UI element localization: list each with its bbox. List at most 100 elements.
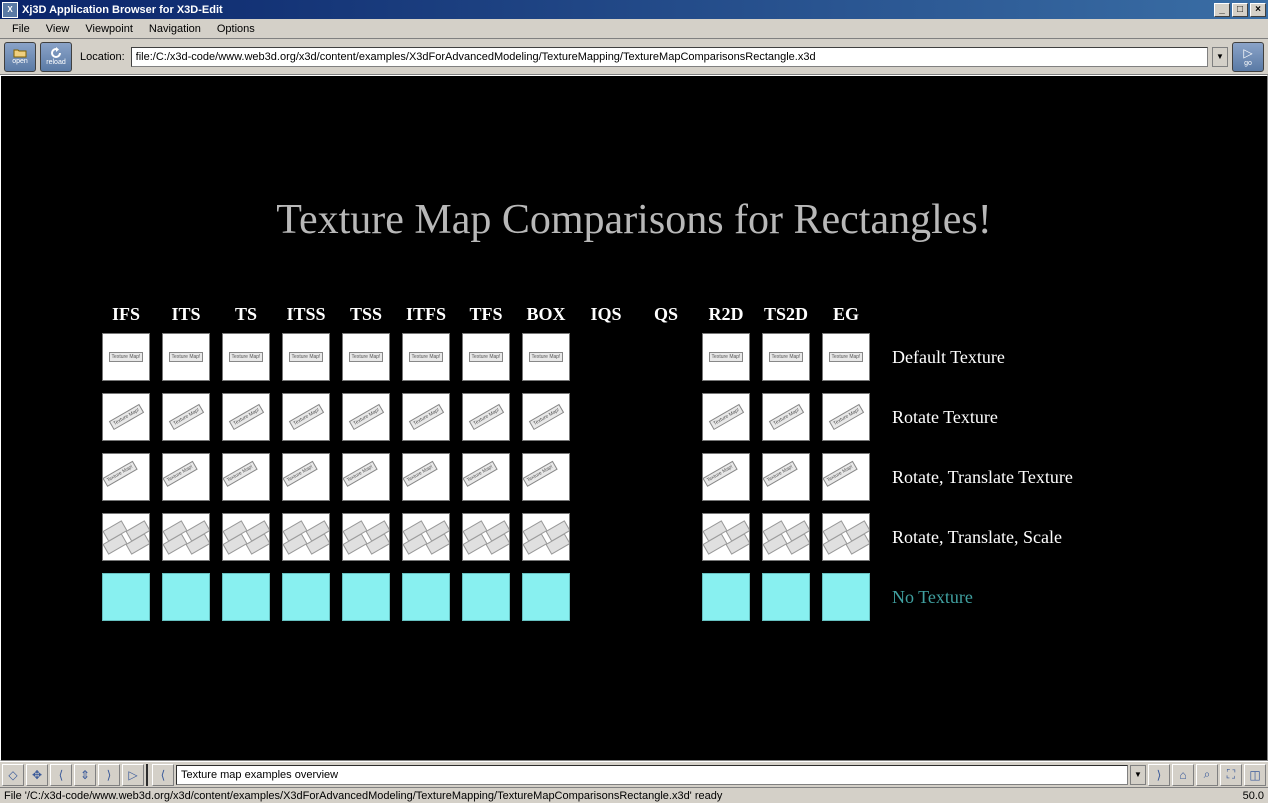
play-button[interactable]: ▷ — [122, 764, 144, 786]
home-button[interactable]: ⌂ — [1172, 764, 1194, 786]
close-button[interactable]: × — [1250, 3, 1266, 17]
window-title: Xj3D Application Browser for X3D-Edit — [22, 4, 223, 16]
texture-thumb: Texture Map! — [522, 333, 570, 381]
texture-thumb: Texture Map! — [822, 333, 870, 381]
texture-thumb: Texture Map! — [822, 453, 870, 501]
column-header: IFS — [102, 304, 150, 325]
viewpoint-value: Texture map examples overview — [181, 769, 338, 781]
texture-thumb: Texture Map! — [702, 393, 750, 441]
column-header: QS — [642, 304, 690, 325]
texture-thumb — [762, 513, 810, 561]
texture-thumb — [162, 513, 210, 561]
texture-thumb — [642, 513, 690, 561]
viewport-3d[interactable]: Texture Map Comparisons for Rectangles! … — [0, 75, 1268, 761]
texture-thumb: Texture Map! — [162, 453, 210, 501]
location-dropdown[interactable]: ▼ — [1212, 47, 1228, 67]
row-label: Rotate Texture — [892, 407, 998, 428]
texture-thumb: Texture Map! — [462, 333, 510, 381]
texture-thumb — [102, 513, 150, 561]
comparison-grid: IFSITSTSITSSTSSITFSTFSBOXIQSQSR2DTS2DEG … — [102, 304, 1073, 633]
texture-thumb: Texture Map! — [342, 393, 390, 441]
texture-thumb — [702, 513, 750, 561]
grid-row: Texture Map!Texture Map!Texture Map!Text… — [102, 333, 1073, 381]
menu-options[interactable]: Options — [209, 21, 263, 37]
reload-button[interactable]: reload — [40, 42, 72, 72]
app-icon: X — [2, 2, 18, 18]
maximize-button[interactable]: □ — [1232, 3, 1248, 17]
prev-viewpoint-button[interactable]: ⟨ — [152, 764, 174, 786]
column-headers: IFSITSTSITSSTSSITFSTFSBOXIQSQSR2DTS2DEG — [102, 304, 1073, 325]
folder-icon — [13, 48, 27, 58]
texture-thumb — [342, 573, 390, 621]
next-viewpoint-button[interactable]: ⟩ — [1148, 764, 1170, 786]
texture-thumb: Texture Map! — [762, 393, 810, 441]
person-mode-button[interactable]: ⇕ — [74, 764, 96, 786]
texture-thumb: Texture Map! — [762, 453, 810, 501]
location-label: Location: — [80, 51, 125, 63]
viewpoint-select[interactable]: Texture map examples overview — [176, 765, 1128, 785]
menu-view[interactable]: View — [38, 21, 78, 37]
texture-thumb: Texture Map! — [462, 453, 510, 501]
texture-thumb — [582, 393, 630, 441]
go-button[interactable]: ▷ go — [1232, 42, 1264, 72]
texture-thumb: Texture Map! — [222, 453, 270, 501]
texture-thumb — [582, 333, 630, 381]
texture-thumb: Texture Map! — [342, 333, 390, 381]
wireframe-button[interactable]: ◫ — [1244, 764, 1266, 786]
row-label: Default Texture — [892, 347, 1005, 368]
status-text: File '/C:/x3d-code/www.web3d.org/x3d/con… — [4, 790, 722, 802]
texture-thumb: Texture Map! — [702, 453, 750, 501]
texture-thumb: Texture Map! — [282, 333, 330, 381]
texture-thumb — [582, 573, 630, 621]
texture-thumb — [762, 573, 810, 621]
grid-row: No Texture — [102, 573, 1073, 621]
column-header: ITSS — [282, 304, 330, 325]
minimize-button[interactable]: _ — [1214, 3, 1230, 17]
texture-thumb: Texture Map! — [282, 453, 330, 501]
texture-thumb: Texture Map! — [162, 333, 210, 381]
location-input[interactable] — [131, 47, 1208, 67]
reload-icon — [49, 47, 63, 59]
grid-row: Texture Map!Texture Map!Texture Map!Text… — [102, 393, 1073, 441]
menubar: File View Viewpoint Navigation Options — [0, 19, 1268, 39]
fps-counter: 50.0 — [1243, 790, 1264, 802]
examine-mode-button[interactable]: ◇ — [2, 764, 24, 786]
texture-thumb: Texture Map! — [102, 333, 150, 381]
separator — [146, 764, 150, 786]
texture-thumb — [222, 573, 270, 621]
texture-thumb — [462, 573, 510, 621]
texture-thumb: Texture Map! — [522, 393, 570, 441]
texture-thumb: Texture Map! — [222, 393, 270, 441]
texture-thumb: Texture Map! — [102, 393, 150, 441]
menu-navigation[interactable]: Navigation — [141, 21, 209, 37]
texture-thumb: Texture Map! — [102, 453, 150, 501]
texture-thumb — [642, 573, 690, 621]
viewpoint-dropdown[interactable]: ▼ — [1130, 765, 1146, 785]
walk-mode-button[interactable]: ⟨ — [50, 764, 72, 786]
texture-thumb: Texture Map! — [222, 333, 270, 381]
find-button[interactable]: ⌕ — [1196, 764, 1218, 786]
texture-thumb — [522, 513, 570, 561]
column-header: EG — [822, 304, 870, 325]
go-label: go — [1244, 60, 1252, 67]
texture-thumb: Texture Map! — [402, 333, 450, 381]
menu-file[interactable]: File — [4, 21, 38, 37]
texture-thumb: Texture Map! — [462, 393, 510, 441]
texture-thumb — [822, 573, 870, 621]
fly-mode-button[interactable]: ⟩ — [98, 764, 120, 786]
column-header: TFS — [462, 304, 510, 325]
texture-thumb — [282, 573, 330, 621]
texture-thumb: Texture Map! — [282, 393, 330, 441]
pan-mode-button[interactable]: ✥ — [26, 764, 48, 786]
texture-thumb: Texture Map! — [702, 333, 750, 381]
menu-viewpoint[interactable]: Viewpoint — [77, 21, 141, 37]
texture-thumb: Texture Map! — [402, 393, 450, 441]
open-button[interactable]: open — [4, 42, 36, 72]
column-header: IQS — [582, 304, 630, 325]
fit-button[interactable]: ⛶ — [1220, 764, 1242, 786]
texture-thumb — [642, 393, 690, 441]
statusbar: File '/C:/x3d-code/www.web3d.org/x3d/con… — [0, 787, 1268, 803]
texture-thumb — [522, 573, 570, 621]
texture-thumb — [582, 453, 630, 501]
texture-thumb — [822, 513, 870, 561]
